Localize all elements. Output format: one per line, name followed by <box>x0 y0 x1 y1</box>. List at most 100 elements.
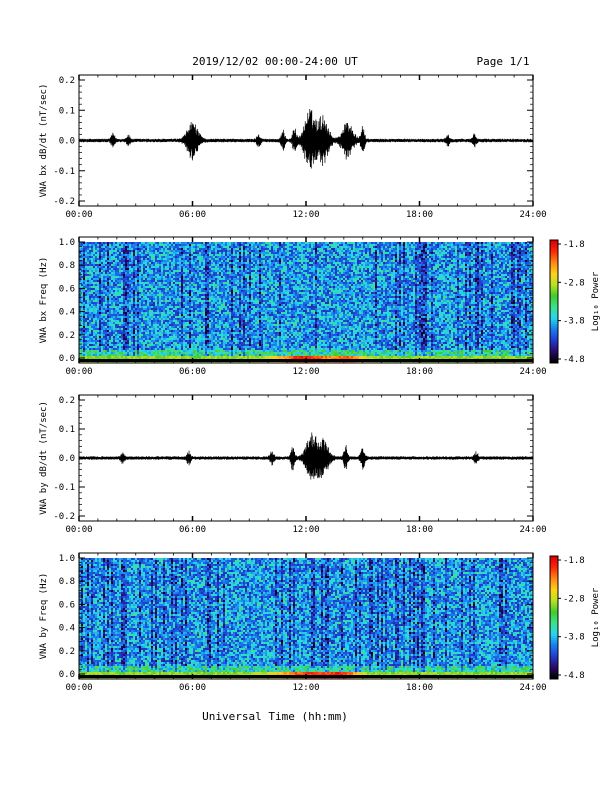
heatmap-cell <box>215 320 217 322</box>
heatmap-cell <box>181 298 183 300</box>
heatmap-cell <box>209 272 211 274</box>
heatmap-cell <box>179 286 181 288</box>
heatmap-cell <box>127 324 129 326</box>
heatmap-cell <box>129 276 131 278</box>
heatmap-cell <box>123 332 125 334</box>
heatmap-cell <box>175 336 177 338</box>
heatmap-cell <box>231 356 233 358</box>
heatmap-cell <box>113 288 115 290</box>
heatmap-cell <box>181 294 183 296</box>
heatmap-cell <box>119 354 121 356</box>
heatmap-cell <box>93 346 95 348</box>
heatmap-cell <box>97 324 99 326</box>
heatmap-cell <box>115 322 117 324</box>
heatmap-cell <box>113 280 115 282</box>
heatmap-cell <box>157 328 159 330</box>
heatmap-cell <box>105 252 107 254</box>
heatmap-cell <box>87 254 89 256</box>
y-tick-label: 0.1 <box>59 106 75 116</box>
heatmap-cell <box>213 334 215 336</box>
heatmap-cell <box>85 252 87 254</box>
heatmap-cell <box>169 270 171 272</box>
heatmap-cell <box>133 254 135 256</box>
heatmap-cell <box>195 332 197 334</box>
heatmap-cell <box>117 274 119 276</box>
heatmap-cell <box>173 270 175 272</box>
heatmap-cell <box>147 262 149 264</box>
heatmap-cell <box>165 262 167 264</box>
heatmap-cell <box>173 340 175 342</box>
heatmap-cell <box>239 344 241 346</box>
heatmap-cell <box>131 328 133 330</box>
heatmap-cell <box>237 342 239 344</box>
heatmap-cell <box>95 290 97 292</box>
heatmap-cell <box>197 256 199 258</box>
heatmap-cell <box>173 242 175 244</box>
heatmap-cell <box>225 356 227 358</box>
heatmap-cell <box>95 288 97 290</box>
heatmap-cell <box>97 280 99 282</box>
heatmap-cell <box>193 314 195 316</box>
heatmap-cell <box>107 260 109 262</box>
heatmap-cell <box>211 270 213 272</box>
heatmap-cell <box>119 254 121 256</box>
heatmap-cell <box>107 324 109 326</box>
heatmap-cell <box>129 266 131 268</box>
heatmap-cell <box>157 268 159 270</box>
heatmap-cell <box>197 300 199 302</box>
heatmap-cell <box>173 256 175 258</box>
heatmap-cell <box>123 276 125 278</box>
heatmap-cell <box>89 274 91 276</box>
heatmap-cell <box>121 294 123 296</box>
heatmap-cell <box>223 308 225 310</box>
heatmap-cell <box>119 286 121 288</box>
heatmap-cell <box>171 254 173 256</box>
heatmap-cell <box>235 338 237 340</box>
heatmap-cell <box>223 266 225 268</box>
heatmap-cell <box>159 342 161 344</box>
heatmap-cell <box>95 298 97 300</box>
heatmap-cell <box>81 276 83 278</box>
heatmap-cell <box>189 282 191 284</box>
heatmap-cell <box>233 248 235 250</box>
heatmap-cell <box>223 302 225 304</box>
heatmap-cell <box>199 318 201 320</box>
heatmap-cell <box>191 314 193 316</box>
heatmap-cell <box>103 298 105 300</box>
heatmap-cell <box>83 244 85 246</box>
heatmap-cell <box>141 328 143 330</box>
heatmap-cell <box>141 246 143 248</box>
heatmap-cell <box>179 354 181 356</box>
heatmap-cell <box>159 310 161 312</box>
heatmap-cell <box>93 256 95 258</box>
heatmap-cell <box>161 284 163 286</box>
heatmap-cell <box>151 280 153 282</box>
heatmap-cell <box>95 262 97 264</box>
heatmap-cell <box>193 292 195 294</box>
heatmap-cell <box>177 354 179 356</box>
heatmap-cell <box>189 308 191 310</box>
heatmap-cell <box>205 296 207 298</box>
heatmap-cell <box>195 288 197 290</box>
heatmap-cell <box>139 270 141 272</box>
heatmap-cell <box>201 330 203 332</box>
heatmap-cell <box>165 296 167 298</box>
heatmap-cell <box>185 262 187 264</box>
heatmap-cell <box>193 348 195 350</box>
heatmap-cell <box>235 306 237 308</box>
heatmap-cell <box>99 246 101 248</box>
heatmap-cell <box>141 340 143 342</box>
heatmap-cell <box>89 278 91 280</box>
heatmap-cell <box>227 338 229 340</box>
heatmap-cell <box>103 252 105 254</box>
heatmap-cell <box>169 338 171 340</box>
heatmap-cell <box>105 306 107 308</box>
heatmap-cell <box>171 260 173 262</box>
heatmap-cell <box>137 262 139 264</box>
heatmap-cell <box>113 318 115 320</box>
heatmap-cell <box>151 266 153 268</box>
heatmap-cell <box>185 356 187 358</box>
heatmap-cell <box>175 288 177 290</box>
heatmap-cell <box>213 340 215 342</box>
heatmap-cell <box>87 292 89 294</box>
